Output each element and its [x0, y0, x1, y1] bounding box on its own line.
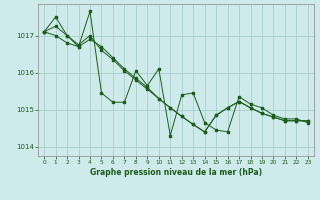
X-axis label: Graphe pression niveau de la mer (hPa): Graphe pression niveau de la mer (hPa) [90, 168, 262, 177]
